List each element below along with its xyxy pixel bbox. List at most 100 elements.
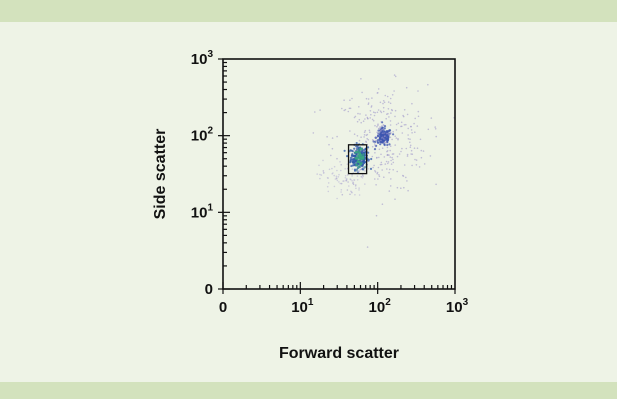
data-point [349,99,351,101]
data-point [376,172,379,175]
data-point [338,181,340,183]
data-point [376,171,379,174]
data-point [359,113,361,115]
data-point [357,158,360,161]
data-point [381,136,384,139]
data-point [423,163,426,165]
data-point [354,115,357,118]
data-point [340,191,342,193]
data-point [383,138,385,140]
data-point [386,168,388,170]
data-point [375,184,377,186]
data-point [390,159,392,162]
data-point [353,179,355,181]
data-point [372,166,374,169]
data-point [334,178,337,180]
data-point [354,157,357,160]
data-point [374,145,377,148]
data-point [339,182,342,185]
data-point [358,118,361,121]
data-point [374,111,377,114]
data-point [406,155,409,157]
data-point [337,176,340,178]
data-point [380,111,383,114]
data-point [368,129,371,132]
y-tick-label: 101 [191,202,214,221]
data-point [383,156,386,158]
data-point [331,173,334,175]
data-point [360,78,362,80]
data-point [378,175,381,178]
data-point [371,118,374,121]
data-point [409,141,411,144]
data-point [382,102,384,105]
data-point [362,175,364,177]
data-point [358,156,361,159]
data-point [351,191,353,194]
data-point [380,125,383,127]
data-point [417,115,420,118]
data-point [402,115,405,118]
data-point [409,138,411,140]
data-point [351,175,353,177]
data-point [396,186,399,189]
data-point [377,88,380,90]
data-point [349,160,352,163]
data-point [352,183,355,186]
data-point [386,113,388,115]
data-point [414,158,416,161]
data-point [331,147,334,150]
data-point [434,126,437,128]
data-point [374,136,376,139]
data-point [409,146,412,148]
data-point [380,121,383,123]
data-point [398,153,401,155]
data-point [370,113,372,116]
data-point [364,129,367,132]
data-point [374,124,376,127]
gate-rectangle [347,144,368,175]
data-point [362,155,365,158]
data-point [353,147,356,150]
data-point [367,102,370,104]
data-point [376,136,378,139]
data-point [356,175,359,177]
data-point [401,125,403,128]
data-point [391,156,393,159]
data-point [411,153,414,155]
data-point [372,119,375,122]
data-point [390,163,393,165]
data-point [389,185,392,187]
data-point [381,128,383,131]
data-point [411,102,413,105]
data-point [401,132,404,134]
data-point [389,124,392,126]
data-point [356,161,359,164]
data-point [385,160,388,163]
data-point [397,137,399,140]
data-point [363,134,366,136]
data-point [376,111,379,114]
data-point [362,157,365,160]
data-point [356,149,359,152]
data-point [397,122,400,125]
data-point [351,180,353,182]
data-point [377,123,379,125]
data-point [352,161,355,164]
data-point [350,190,352,193]
data-point [374,152,376,154]
data-point [383,141,386,144]
data-point [379,143,382,146]
data-point [357,166,360,169]
data-point [387,161,390,163]
data-point [341,193,344,196]
data-point [367,103,370,105]
data-point [386,143,389,147]
data-point [346,163,349,165]
data-point [330,154,332,157]
data-point [389,97,392,100]
x-tick-label: 101 [291,297,314,316]
data-point [415,159,418,161]
data-point [379,133,382,136]
data-point [381,147,384,149]
